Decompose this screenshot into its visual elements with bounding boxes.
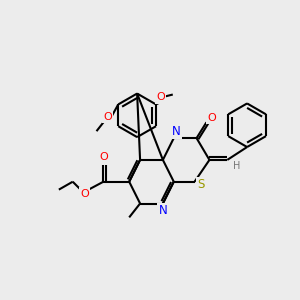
Text: H: H: [232, 161, 240, 171]
Text: N: N: [172, 125, 181, 138]
Text: O: O: [103, 112, 112, 122]
Text: O: O: [99, 152, 108, 162]
Text: O: O: [207, 113, 216, 123]
Text: O: O: [157, 92, 165, 103]
Text: S: S: [197, 178, 204, 191]
Text: O: O: [80, 189, 89, 199]
Text: N: N: [158, 204, 167, 217]
